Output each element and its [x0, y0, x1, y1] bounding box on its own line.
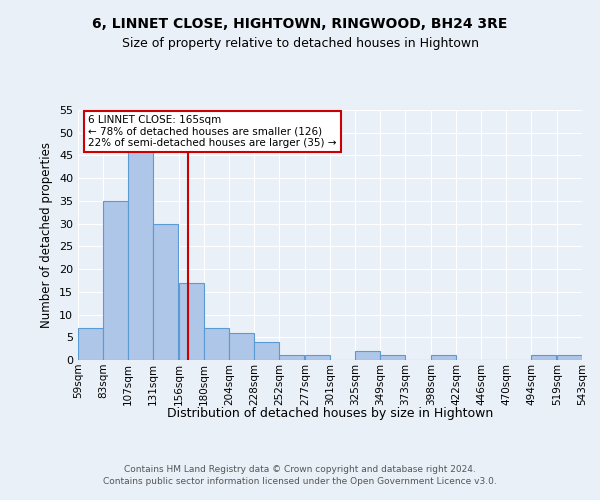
Bar [229, 332, 254, 360]
Bar [179, 282, 204, 360]
Bar [355, 351, 380, 360]
Bar [531, 356, 556, 360]
Bar [380, 356, 405, 360]
Bar [153, 224, 178, 360]
Text: Distribution of detached houses by size in Hightown: Distribution of detached houses by size … [167, 408, 493, 420]
Text: Size of property relative to detached houses in Hightown: Size of property relative to detached ho… [121, 38, 479, 51]
Bar [557, 356, 582, 360]
Text: 6 LINNET CLOSE: 165sqm
← 78% of detached houses are smaller (126)
22% of semi-de: 6 LINNET CLOSE: 165sqm ← 78% of detached… [88, 115, 337, 148]
Bar [103, 201, 128, 360]
Y-axis label: Number of detached properties: Number of detached properties [40, 142, 53, 328]
Bar [128, 151, 153, 360]
Bar [431, 356, 456, 360]
Text: 6, LINNET CLOSE, HIGHTOWN, RINGWOOD, BH24 3RE: 6, LINNET CLOSE, HIGHTOWN, RINGWOOD, BH2… [92, 18, 508, 32]
Bar [204, 328, 229, 360]
Bar [305, 356, 330, 360]
Text: Contains public sector information licensed under the Open Government Licence v3: Contains public sector information licen… [103, 478, 497, 486]
Text: Contains HM Land Registry data © Crown copyright and database right 2024.: Contains HM Land Registry data © Crown c… [124, 465, 476, 474]
Bar [279, 356, 304, 360]
Bar [78, 328, 103, 360]
Bar [254, 342, 279, 360]
